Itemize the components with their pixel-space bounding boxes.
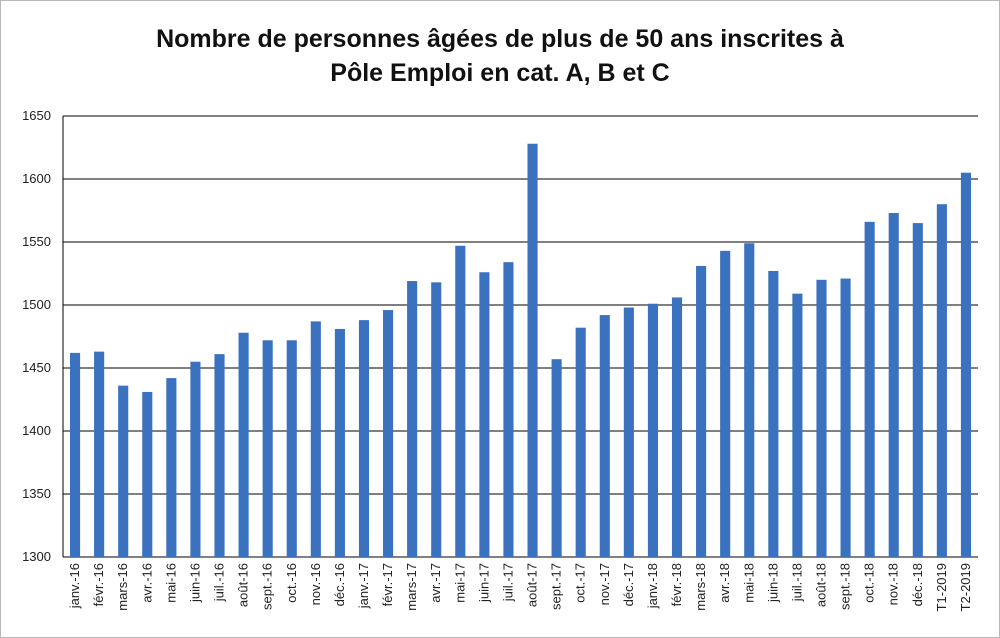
y-tick-label: 1650 <box>22 108 51 123</box>
bar <box>69 352 81 557</box>
bar <box>647 303 658 557</box>
x-tick-label: juin-17 <box>476 563 491 603</box>
x-tick-label: févr.-18 <box>669 563 684 606</box>
x-tick-label: oct.-17 <box>573 563 588 603</box>
x-tick-label: janv.-17 <box>356 563 371 609</box>
x-tick-label: oct.-16 <box>284 563 299 603</box>
x-tick-label: mai-18 <box>741 563 756 603</box>
bar <box>888 213 899 557</box>
x-tick-label: déc.-17 <box>621 563 636 606</box>
bar <box>431 282 442 557</box>
bar <box>696 265 707 557</box>
bar <box>455 245 466 557</box>
y-tick-label: 1600 <box>22 171 51 186</box>
bar <box>912 223 923 557</box>
bar <box>286 340 297 557</box>
bar <box>744 243 755 557</box>
bar <box>599 315 610 557</box>
bar <box>214 354 225 557</box>
x-tick-label: T2-2019 <box>958 563 973 611</box>
x-tick-label: juin-16 <box>187 563 202 603</box>
x-tick-label: juil.-18 <box>789 563 804 602</box>
x-tick-label: mai-16 <box>163 563 178 603</box>
bar <box>623 307 634 557</box>
x-tick-label: janv.-16 <box>67 563 82 609</box>
bar <box>383 310 394 557</box>
y-tick-label: 1350 <box>22 486 51 501</box>
x-tick-label: mars-17 <box>404 563 419 611</box>
bar <box>118 385 129 557</box>
y-tick-label: 1400 <box>22 423 51 438</box>
bar <box>575 327 586 557</box>
bar <box>190 361 201 557</box>
bar <box>94 351 105 557</box>
x-tick-label: sept.-17 <box>549 563 564 610</box>
bar <box>166 378 177 557</box>
bar <box>503 262 514 557</box>
bar <box>527 143 538 557</box>
bar <box>936 204 947 557</box>
bar <box>479 272 490 557</box>
chart-title: Nombre de personnes âgées de plus de 50 … <box>156 25 844 87</box>
x-tick-label: sept.-18 <box>838 563 853 610</box>
x-tick-label: avr.-18 <box>717 563 732 603</box>
x-tick-label: nov.-17 <box>597 563 612 605</box>
bar <box>792 293 803 557</box>
x-tick-label: janv.-18 <box>645 563 660 609</box>
y-axis-ticks: 1300 1350 1400 1450 1500 1550 1600 1650 <box>22 108 51 564</box>
bar <box>671 297 683 557</box>
x-tick-label: nov.-18 <box>886 563 901 605</box>
bar <box>262 340 273 557</box>
x-tick-label: avr.-17 <box>428 563 443 603</box>
bar <box>720 250 731 557</box>
y-tick-label: 1450 <box>22 360 51 375</box>
x-tick-label: févr.-17 <box>380 563 395 606</box>
bars <box>69 143 972 557</box>
y-tick-label: 1550 <box>22 234 51 249</box>
x-tick-label: oct.-18 <box>862 563 877 603</box>
bar <box>238 332 249 557</box>
bar <box>551 359 562 557</box>
x-tick-label: août-17 <box>525 563 540 607</box>
x-tick-label: T1-2019 <box>934 563 949 611</box>
x-tick-label: avr.-16 <box>139 563 154 603</box>
bar <box>816 279 827 557</box>
x-tick-label: sept.-16 <box>260 563 275 610</box>
x-tick-label: déc.-16 <box>332 563 347 606</box>
x-tick-label: juin-18 <box>765 563 780 603</box>
x-tick-label: nov.-16 <box>308 563 323 605</box>
x-tick-label: mars-18 <box>693 563 708 611</box>
x-tick-label: août-18 <box>813 563 828 607</box>
x-tick-label: déc.-18 <box>910 563 925 606</box>
bar <box>864 221 875 557</box>
x-tick-label: juil.-16 <box>212 563 227 602</box>
x-tick-label: févr.-16 <box>91 563 106 606</box>
bar <box>407 281 418 557</box>
bar <box>310 321 321 557</box>
y-tick-label: 1500 <box>22 297 51 312</box>
bar <box>840 278 851 557</box>
x-tick-label: juil.-17 <box>500 563 515 602</box>
bar <box>334 328 345 557</box>
x-tick-label: août-16 <box>236 563 251 607</box>
y-tick-label: 1300 <box>22 549 51 564</box>
x-tick-label: mai-17 <box>452 563 467 603</box>
bar <box>960 172 972 557</box>
x-tick-label: mars-16 <box>115 563 130 611</box>
bar <box>768 270 779 557</box>
bar <box>142 391 153 557</box>
x-axis-ticks: janv.-16 févr.-16 mars-16 avr.-16 mai-16 juin… <box>67 563 973 611</box>
bar <box>358 320 370 557</box>
